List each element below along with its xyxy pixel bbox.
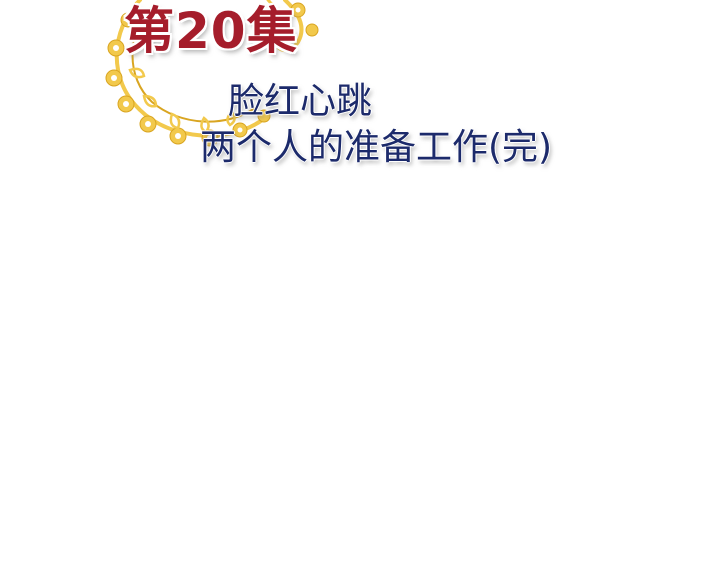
golden-lace-ornament: [105, 0, 319, 147]
episode-title: 第20集: [124, 2, 298, 60]
subtitle-line-1: 脸红心跳: [228, 81, 373, 122]
subtitle-line-2: 两个人的准备工作(完): [200, 127, 553, 168]
